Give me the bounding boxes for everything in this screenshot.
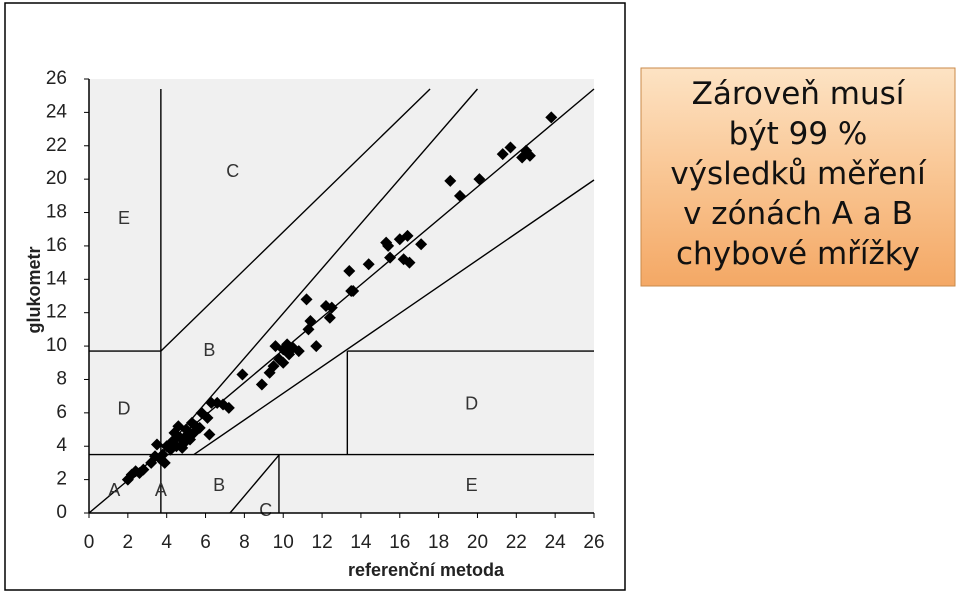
point <box>304 315 317 328</box>
zone-label: D <box>465 393 478 413</box>
zone-label: B <box>203 340 215 360</box>
point <box>121 473 134 486</box>
zone-label: E <box>466 475 478 495</box>
point <box>323 311 336 324</box>
point <box>473 173 486 186</box>
point <box>401 229 414 242</box>
point <box>236 368 249 381</box>
x-tick-label: 26 <box>583 532 604 553</box>
x-tick-label: 16 <box>389 532 410 553</box>
y-tick-label: 14 <box>46 268 68 289</box>
point <box>347 284 360 297</box>
point <box>384 251 397 264</box>
point <box>415 238 428 251</box>
zone-label: A <box>155 480 167 500</box>
callout-line: v zónách A a B <box>683 196 913 232</box>
point <box>203 428 216 441</box>
x-tick-label: 0 <box>84 532 95 553</box>
callout-line: být 99 % <box>729 116 868 152</box>
point <box>444 174 457 187</box>
x-axis-label: referenční metoda <box>348 560 505 580</box>
x-tick-label: 10 <box>273 532 294 553</box>
zone-line <box>160 88 478 456</box>
point <box>201 411 214 424</box>
callout-line: výsledků měření <box>670 156 927 192</box>
point <box>545 111 558 124</box>
point <box>137 463 150 476</box>
point <box>302 323 315 336</box>
point <box>267 360 280 373</box>
x-tick-label: 24 <box>545 532 567 553</box>
y-tick-label: 18 <box>46 202 67 223</box>
zone-line <box>160 88 431 352</box>
y-tick-label: 8 <box>56 368 67 389</box>
point <box>158 456 171 469</box>
point <box>382 239 395 252</box>
y-tick-label: 10 <box>46 335 67 356</box>
y-tick-label: 2 <box>56 469 67 490</box>
x-tick-label: 22 <box>506 532 527 553</box>
point <box>292 345 305 358</box>
point <box>496 148 509 161</box>
x-tick-label: 2 <box>123 532 134 553</box>
y-tick-label: 12 <box>46 302 67 323</box>
point <box>523 149 536 162</box>
point <box>193 421 206 434</box>
y-axis-label: glukometr <box>24 246 44 333</box>
zone-label: E <box>118 208 130 228</box>
zone-line <box>229 454 280 514</box>
y-tick-label: 24 <box>46 101 68 122</box>
y-tick-label: 6 <box>56 402 67 423</box>
x-tick-label: 20 <box>467 532 488 553</box>
y-tick-label: 26 <box>46 68 67 89</box>
zone-label: C <box>226 161 239 181</box>
point <box>277 356 290 369</box>
x-tick-label: 14 <box>350 532 372 553</box>
point <box>310 340 323 353</box>
point <box>325 301 338 314</box>
point <box>300 293 313 306</box>
callout-line: chybové mřížky <box>676 236 920 272</box>
y-tick-label: 20 <box>46 168 67 189</box>
y-tick-label: 0 <box>56 502 67 523</box>
y-tick-label: 4 <box>56 435 67 456</box>
x-tick-label: 6 <box>200 532 211 553</box>
y-tick-label: 16 <box>46 235 67 256</box>
callout-line: Zároveň musí <box>692 76 906 112</box>
point <box>343 264 356 277</box>
zone-line <box>193 179 595 456</box>
zone-label: C <box>259 500 272 520</box>
zone-label: A <box>108 480 120 500</box>
x-tick-label: 4 <box>161 532 172 553</box>
point <box>453 189 466 202</box>
point <box>150 438 163 451</box>
point <box>362 258 375 271</box>
point <box>156 448 169 461</box>
callout-box <box>640 67 956 287</box>
x-tick-label: 18 <box>428 532 449 553</box>
x-tick-label: 12 <box>312 532 333 553</box>
y-tick-label: 22 <box>46 135 67 156</box>
zone-label: D <box>117 398 130 418</box>
point <box>255 378 268 391</box>
x-tick-label: 8 <box>239 532 250 553</box>
point <box>222 401 235 414</box>
point <box>403 256 416 269</box>
zone-label: B <box>213 475 225 495</box>
point <box>504 141 517 154</box>
